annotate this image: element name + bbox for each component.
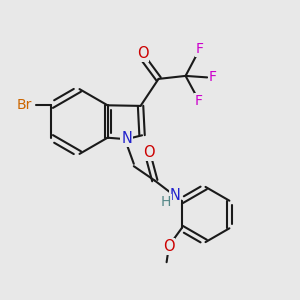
Text: N: N xyxy=(121,131,132,146)
Text: H: H xyxy=(161,195,171,208)
Text: N: N xyxy=(170,188,181,202)
Text: O: O xyxy=(137,46,148,62)
Text: F: F xyxy=(194,94,202,108)
Text: O: O xyxy=(163,239,175,254)
Text: Br: Br xyxy=(17,98,32,112)
Text: O: O xyxy=(143,145,154,160)
Text: F: F xyxy=(208,70,217,84)
Text: F: F xyxy=(195,42,203,56)
